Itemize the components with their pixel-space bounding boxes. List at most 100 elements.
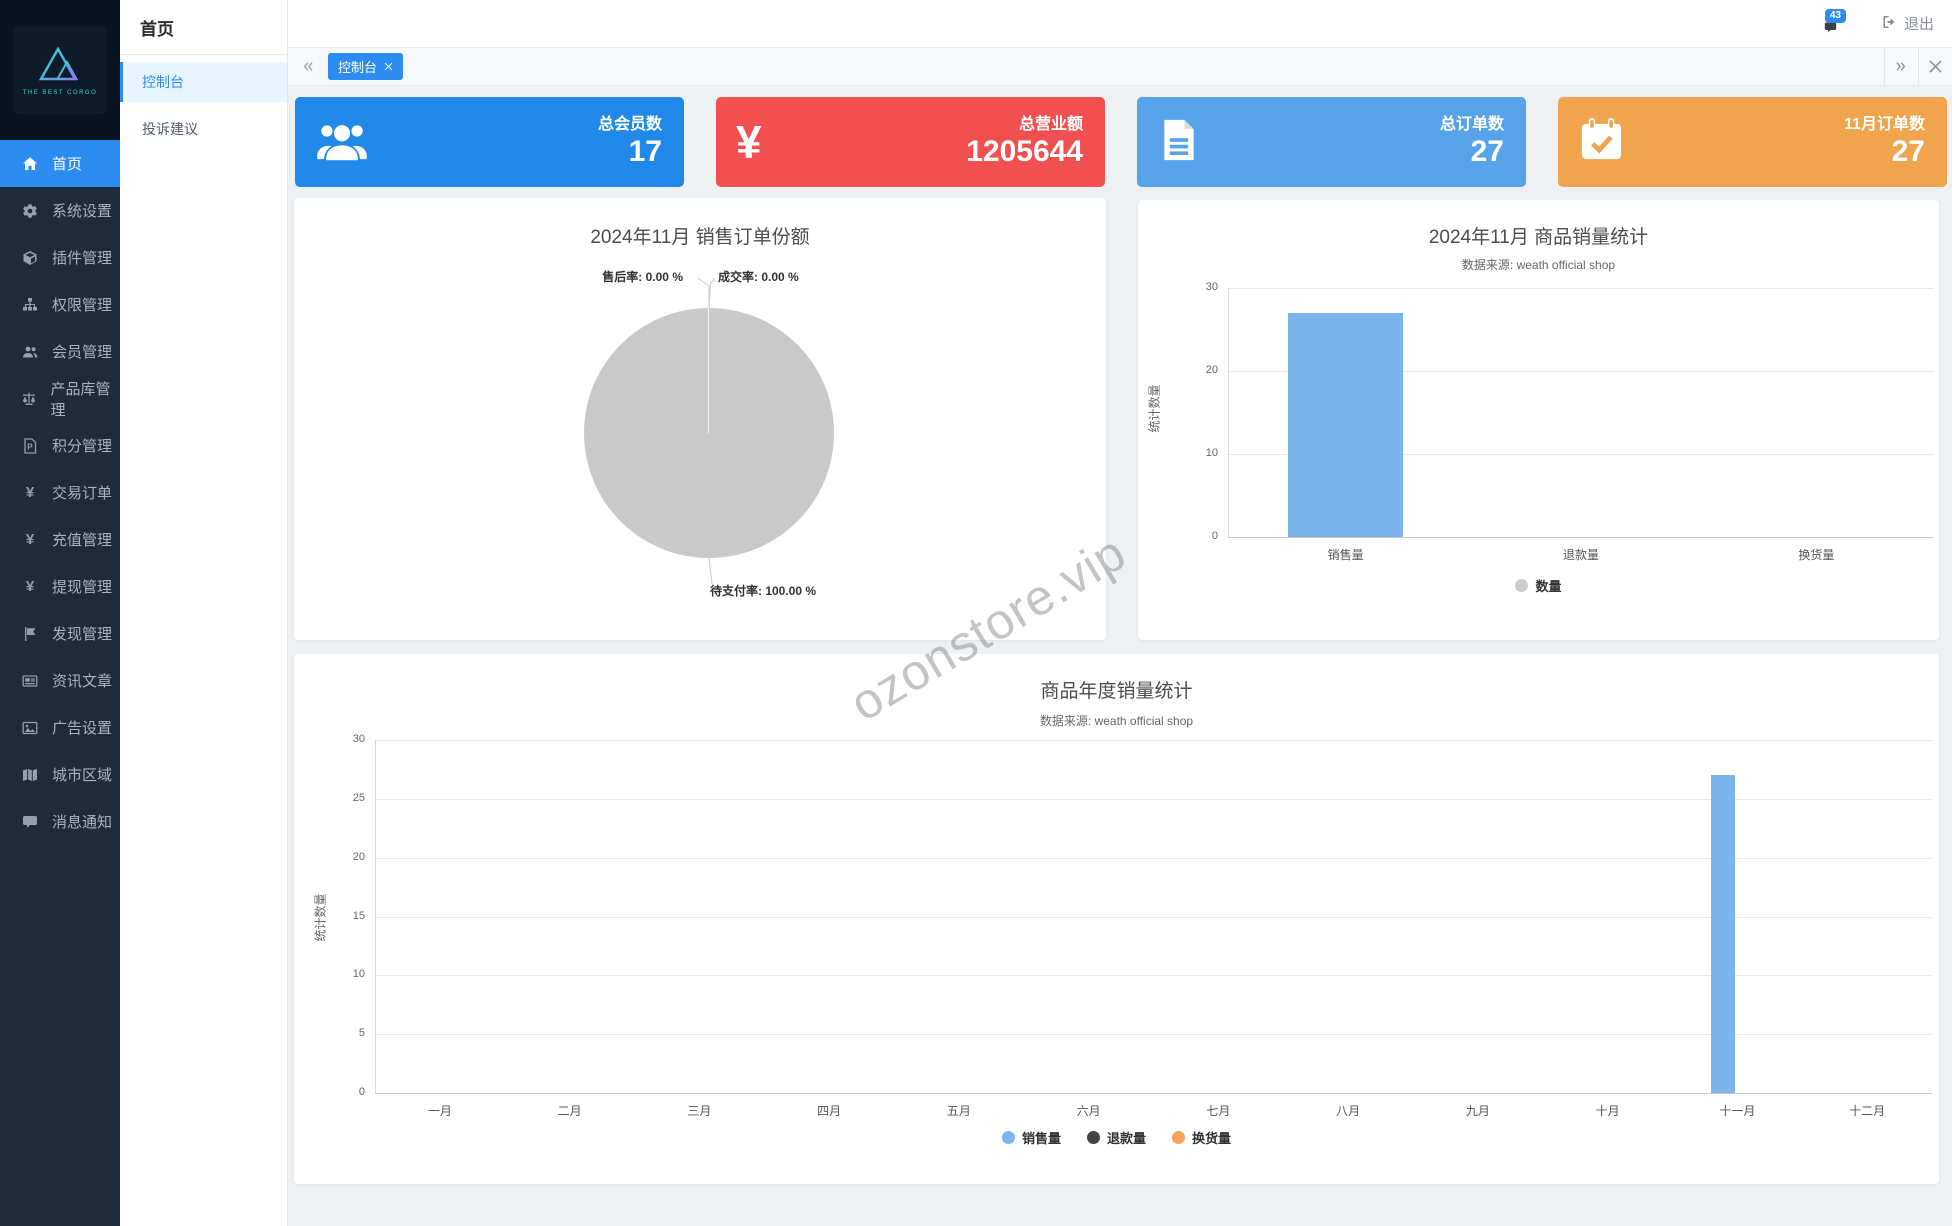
submenu-items: 控制台投诉建议 — [120, 62, 287, 149]
y-axis-tick: 0 — [1211, 530, 1218, 542]
sidebar-item-recharge-management[interactable]: ¥ 充值管理 — [0, 516, 120, 563]
x-axis-category: 二月 — [557, 1104, 582, 1118]
scale-icon — [20, 391, 39, 407]
x-axis-category: 十一月 — [1719, 1104, 1756, 1118]
gridline — [375, 857, 1932, 859]
stat-card-total-revenue[interactable]: ¥ 总营业额 1205644 — [716, 97, 1105, 187]
brand-logo[interactable]: THE BEST CORGO — [14, 26, 106, 114]
pie-slice-boundary — [708, 308, 709, 433]
yen-icon: ¥ — [736, 116, 762, 168]
logo-box: THE BEST CORGO — [0, 0, 120, 140]
november-sales-chart-panel: 2024年11月 商品销量统计 数据来源: weath official sho… — [1138, 200, 1939, 640]
newspaper-icon — [20, 673, 40, 689]
sidebar-item-label: 会员管理 — [52, 344, 113, 361]
map-icon — [20, 767, 40, 783]
tab-label: 控制台 — [338, 60, 378, 75]
sidebar-item-label: 充值管理 — [52, 532, 113, 549]
submenu-title: 首页 — [120, 0, 287, 55]
legend-dot-icon — [1172, 1131, 1185, 1144]
message-bubble-icon — [1824, 21, 1837, 39]
tab-close-icon[interactable] — [384, 59, 393, 74]
legend-item-退款量[interactable]: 退款量 — [1086, 1128, 1146, 1147]
sidebar-item-plugin-management[interactable]: 插件管理 — [0, 234, 120, 281]
stat-card-label: 总营业额 — [1018, 115, 1083, 133]
chart-legend: 销售量 退款量 换货量 — [294, 1128, 1939, 1147]
stat-card-total-orders[interactable]: 总订单数 27 — [1137, 97, 1526, 187]
gridline — [1228, 371, 1934, 372]
tabbar-controls — [1884, 48, 1952, 85]
sidebar-item-home[interactable]: 首页 — [0, 140, 120, 187]
sidebar-item-withdrawal-management[interactable]: ¥ 提现管理 — [0, 563, 120, 610]
november-chart-subtitle: 数据来源: weath official shop — [1461, 258, 1616, 272]
legend-item-销售量[interactable]: 销售量 — [1001, 1128, 1061, 1147]
pie-chart-title: 2024年11月 销售订单份额 — [590, 227, 810, 248]
sidebar-item-member-management[interactable]: 会员管理 — [0, 328, 120, 375]
sidebar-item-label: 广告设置 — [52, 720, 113, 737]
stat-card-value: 27 — [1470, 134, 1504, 168]
sidebar-item-system-settings[interactable]: 系统设置 — [0, 187, 120, 234]
gridline — [375, 740, 1932, 741]
calendar-check-icon — [1578, 116, 1625, 168]
y-axis-tick: 0 — [358, 1086, 365, 1098]
pie-connector-lines — [697, 277, 716, 585]
x-axis-category: 退款量 — [1562, 548, 1599, 562]
svg-text:P: P — [27, 442, 33, 451]
pie-label-unpaid: 待支付率: 100.00 % — [710, 584, 817, 598]
sidebar-item-trade-orders[interactable]: ¥ 交易订单 — [0, 469, 120, 516]
logout-button[interactable]: 退出 — [1881, 13, 1934, 34]
sidebar-item-permission-management[interactable]: 权限管理 — [0, 281, 120, 328]
stat-card-nov-orders[interactable]: 11月订单数 27 — [1558, 97, 1947, 187]
legend-dot-icon — [1086, 1131, 1100, 1144]
sidebar-item-city-regions[interactable]: 城市区域 — [0, 751, 120, 798]
sidebar-item-points-management[interactable]: P 积分管理 — [0, 422, 120, 469]
file-text-icon — [1157, 118, 1201, 167]
x-axis-category: 六月 — [1076, 1104, 1101, 1118]
y-axis-tick: 10 — [352, 968, 365, 981]
yearly-chart-subtitle: 数据来源: weath official shop — [1039, 714, 1194, 728]
submenu-item-suggestions[interactable]: 投诉建议 — [142, 121, 198, 137]
users-icon — [315, 113, 369, 172]
image-icon — [20, 720, 40, 736]
gridline — [375, 916, 1932, 918]
y-axis-line — [375, 740, 376, 1093]
stat-card-total-members[interactable]: 总会员数 17 — [295, 97, 684, 187]
chart-legend: 数量 — [1138, 576, 1939, 595]
sidebar-item-discovery-management[interactable]: 发现管理 — [0, 610, 120, 657]
legend-item-数量[interactable]: 数量 — [1515, 576, 1562, 595]
stat-card-value: 27 — [1891, 134, 1925, 168]
x-axis-category: 一月 — [427, 1104, 452, 1118]
y-axis-tick: 20 — [352, 850, 365, 863]
logo-triangle-icon — [38, 45, 79, 80]
y-axis-tick: 30 — [352, 733, 365, 745]
stat-card-value: 1205644 — [966, 134, 1083, 168]
sidebar-item-label: 产品库管理 — [50, 380, 111, 419]
legend-dot-icon — [1001, 1131, 1015, 1144]
gridline — [375, 798, 1932, 800]
sidebar-item-label: 城市区域 — [52, 767, 113, 784]
sidebar-item-label: 首页 — [52, 156, 83, 173]
bar-数量-销售量 — [1288, 312, 1404, 537]
sidebar-item-product-library[interactable]: 产品库管理 — [0, 375, 120, 422]
sidebar-item-message-notifications[interactable]: 消息通知 — [0, 798, 120, 845]
sidebar-item-ad-settings[interactable]: 广告设置 — [0, 704, 120, 751]
tabs-scroll-right-icon[interactable] — [1884, 48, 1918, 85]
users-icon — [20, 344, 40, 360]
pie-slice-unpaid[interactable] — [584, 308, 834, 558]
main-sidebar: THE BEST CORGO 首页系统设置 插件管理 权限管理会员管理产品库管理 P 积… — [0, 0, 120, 1226]
x-axis-category: 五月 — [946, 1104, 971, 1118]
gridline — [375, 1034, 1932, 1036]
home-icon — [20, 156, 40, 172]
messages-button[interactable]: 43 — [1824, 9, 1850, 39]
legend-dot-icon — [1515, 579, 1529, 592]
tabs-close-all-icon[interactable] — [1918, 48, 1952, 85]
legend-item-换货量[interactable]: 换货量 — [1172, 1128, 1231, 1147]
y-axis-tick: 15 — [352, 909, 365, 922]
x-axis-category: 八月 — [1336, 1104, 1361, 1118]
legend-label: 数量 — [1535, 579, 1562, 594]
tabs-scroll-left-icon[interactable] — [300, 59, 315, 79]
sidebar-item-news-articles[interactable]: 资讯文章 — [0, 657, 120, 704]
tab-console[interactable]: 控制台 — [328, 53, 404, 80]
x-axis-category: 七月 — [1206, 1104, 1231, 1118]
submenu-item-console[interactable]: 控制台 — [120, 62, 287, 102]
november-chart-title: 2024年11月 商品销量统计 — [1428, 227, 1649, 248]
